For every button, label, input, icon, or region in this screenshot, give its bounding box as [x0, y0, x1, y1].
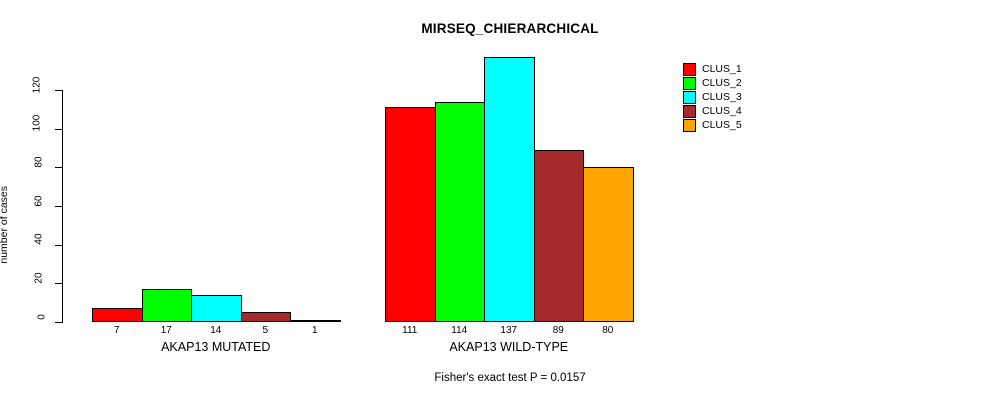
- bar-value-label: 111: [402, 325, 418, 336]
- bar-clus_4-wildtype: [533, 150, 584, 322]
- legend-swatch-clus_1: [683, 62, 696, 76]
- bar-clus_3-mutated: [191, 295, 242, 322]
- legend-swatch-clus_2: [683, 76, 696, 90]
- y-axis-tick: [55, 167, 62, 169]
- group-label-wildtype: AKAP13 WILD-TYPE: [449, 340, 569, 354]
- y-axis-tick: [55, 128, 62, 130]
- group-label-mutated: AKAP13 MUTATED: [161, 340, 271, 354]
- bar-value-label: 114: [451, 325, 468, 336]
- bar-value-label: 80: [602, 325, 614, 336]
- bar-clus_1-wildtype: [385, 107, 436, 322]
- y-axis-line: [62, 90, 63, 323]
- y-axis-tick: [55, 283, 62, 285]
- y-axis-tick: [55, 206, 62, 207]
- y-axis-tick: [55, 322, 62, 323]
- bar-clus_2-wildtype: [434, 102, 485, 322]
- legend-label-clus_4: CLUS_4: [702, 105, 742, 117]
- legend-swatch-clus_5: [683, 118, 696, 132]
- legend-swatch-clus_3: [683, 90, 696, 104]
- legend-swatch-clus_4: [683, 104, 696, 118]
- legend-label-clus_2: CLUS_2: [702, 77, 742, 89]
- bar-value-label: 1: [311, 325, 318, 336]
- bar-value-label: 89: [552, 325, 564, 336]
- y-axis-tick: [55, 90, 62, 91]
- bar-value-label: 7: [113, 325, 120, 336]
- bar-clus_5-wildtype: [583, 167, 634, 322]
- bar-clus_2-mutated: [141, 289, 192, 322]
- bar-value-label: 5: [262, 325, 269, 336]
- bar-value-label: 137: [500, 325, 518, 336]
- legend-label-clus_5: CLUS_5: [702, 119, 742, 131]
- legend-label-clus_3: CLUS_3: [702, 91, 742, 103]
- caption-fisher-test: Fisher's exact test P = 0.0157: [434, 372, 586, 384]
- bar-clus_1-mutated: [92, 308, 143, 322]
- bar-clus_3-wildtype: [484, 57, 535, 322]
- bar-value-label: 17: [160, 325, 172, 336]
- chart-title: MIRSEQ_CHIERARCHICAL: [421, 21, 599, 36]
- bar-clus_5-mutated: [290, 320, 341, 322]
- bar-value-label: 14: [210, 325, 222, 336]
- bar-clus_4-mutated: [240, 312, 291, 322]
- y-axis-tick: [55, 244, 62, 246]
- legend-label-clus_1: CLUS_1: [702, 63, 742, 75]
